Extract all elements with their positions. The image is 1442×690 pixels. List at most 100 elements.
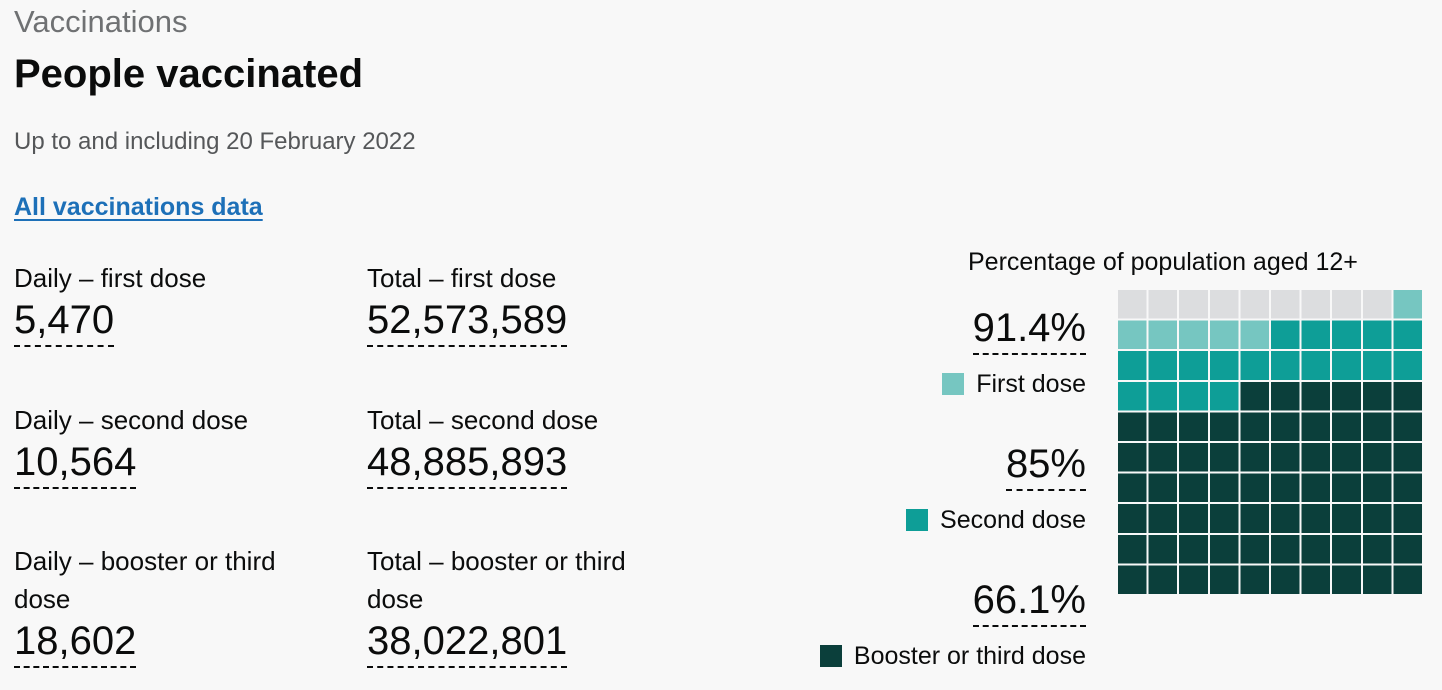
waffle-cell-booster (1360, 441, 1394, 474)
waffle-cell-second (1330, 349, 1363, 382)
waffle-cell-second (1299, 349, 1333, 382)
metric-label: Daily – first dose (14, 263, 207, 293)
waffle-cell-booster (1117, 502, 1149, 535)
waffle-cell-booster (1238, 471, 1272, 505)
waffle-cell-booster (1238, 379, 1272, 413)
waffle-cell-second (1238, 349, 1272, 382)
waffle-cell-booster (1146, 471, 1180, 505)
metric-total-booster-dose: Total – booster or third dose 38,022,801 (367, 542, 677, 668)
legend-first-dose: First dose (942, 369, 1086, 399)
waffle-cell-first (1146, 318, 1180, 352)
waffle-cell-booster (1207, 441, 1241, 474)
waffle-cell-booster (1177, 441, 1210, 474)
metric-daily-second-dose: Daily – second dose 10,564 (14, 401, 344, 489)
metric-value[interactable]: 10,564 (14, 439, 137, 489)
metric-value[interactable]: 52,573,589 (367, 297, 568, 347)
waffle-cell-booster (1117, 410, 1149, 444)
waffle-cell-booster (1391, 532, 1423, 566)
waffle-cell-second (1269, 318, 1302, 352)
waffle-cell-booster (1360, 471, 1394, 505)
metric-total-second-dose: Total – second dose 48,885,893 (367, 401, 697, 489)
date-subtitle: Up to and including 20 February 2022 (14, 128, 416, 155)
waffle-cell-second (1269, 349, 1302, 382)
waffle-cell-booster (1207, 471, 1241, 505)
waffle-cell-empty (1360, 289, 1394, 321)
legend-label: Booster or third dose (853, 642, 1086, 670)
waffle-cell-booster (1299, 532, 1333, 566)
waffle-cell-booster (1269, 379, 1302, 413)
waffle-cell-second (1146, 349, 1180, 382)
waffle-cell-empty (1117, 289, 1149, 321)
all-vaccinations-link[interactable]: All vaccinations data (14, 193, 263, 221)
waffle-cell-booster (1269, 471, 1302, 505)
waffle-cell-booster (1269, 563, 1302, 595)
waffle-cell-booster (1330, 563, 1363, 595)
waffle-cell-booster (1360, 532, 1394, 566)
waffle-cell-booster (1177, 502, 1210, 535)
metric-value[interactable]: 18,602 (14, 618, 137, 668)
waffle-cell-empty (1238, 289, 1272, 321)
legend-second-dose: Second dose (906, 505, 1086, 535)
metric-daily-booster-dose: Daily – booster or third dose 18,602 (14, 542, 324, 668)
second-dose-percentage[interactable]: 85% (1005, 441, 1086, 491)
waffle-cell-booster (1269, 502, 1302, 535)
metric-label: Total – first dose (367, 263, 557, 293)
metric-total-first-dose: Total – first dose 52,573,589 (367, 259, 697, 347)
waffle-cell-booster (1391, 563, 1423, 595)
waffle-cell-booster (1360, 410, 1394, 444)
waffle-cell-booster (1360, 563, 1394, 595)
waffle-cell-second (1207, 349, 1241, 382)
waffle-cell-booster (1146, 441, 1180, 474)
waffle-cell-booster (1299, 563, 1333, 595)
waffle-cell-empty (1269, 289, 1302, 321)
metric-value[interactable]: 38,022,801 (367, 618, 568, 668)
waffle-cell-first (1207, 318, 1241, 352)
waffle-cell-booster (1299, 441, 1333, 474)
waffle-cell-booster (1177, 563, 1210, 595)
waffle-cell-second (1391, 318, 1423, 352)
waffle-cell-booster (1330, 379, 1363, 413)
waffle-cell-booster (1117, 471, 1149, 505)
waffle-cell-booster (1146, 502, 1180, 535)
waffle-cell-booster (1177, 471, 1210, 505)
second-dose-swatch (906, 509, 929, 531)
waffle-cell-booster (1207, 563, 1241, 595)
waffle-cell-booster (1269, 410, 1302, 444)
waffle-cell-booster (1146, 532, 1180, 566)
waffle-cell-booster (1269, 532, 1302, 566)
waffle-cell-booster (1117, 563, 1149, 595)
booster-dose-swatch (819, 645, 842, 667)
waffle-cell-booster (1391, 441, 1423, 474)
waffle-cell-booster (1391, 502, 1423, 535)
waffle-cell-first (1177, 318, 1210, 352)
waffle-cell-booster (1330, 502, 1363, 535)
waffle-cell-booster (1207, 532, 1241, 566)
metric-value[interactable]: 5,470 (14, 297, 115, 347)
first-dose-percentage[interactable]: 91.4% (972, 305, 1086, 355)
waffle-cell-booster (1207, 502, 1241, 535)
waffle-cell-empty (1330, 289, 1363, 321)
waffle-cell-booster (1238, 441, 1272, 474)
metric-value[interactable]: 48,885,893 (367, 439, 568, 489)
waffle-cell-booster (1360, 379, 1394, 413)
waffle-cell-first (1117, 318, 1149, 352)
waffle-cell-booster (1117, 532, 1149, 566)
waffle-chart (1117, 289, 1423, 595)
chart-title: Percentage of population aged 12+ (968, 248, 1358, 276)
waffle-cell-booster (1360, 502, 1394, 535)
section-caption: Vaccinations (14, 4, 188, 39)
legend-booster-dose: Booster or third dose (819, 641, 1086, 671)
waffle-cell-second (1177, 379, 1210, 413)
waffle-cell-booster (1238, 502, 1272, 535)
metric-label: Total – second dose (367, 405, 599, 435)
waffle-cell-booster (1299, 502, 1333, 535)
waffle-cell-booster (1117, 441, 1149, 474)
waffle-cell-booster (1330, 471, 1363, 505)
waffle-cell-booster (1238, 532, 1272, 566)
waffle-cell-booster (1299, 410, 1333, 444)
waffle-cell-second (1391, 349, 1423, 382)
booster-dose-percentage[interactable]: 66.1% (972, 577, 1086, 627)
page-title: People vaccinated (14, 52, 364, 96)
waffle-cell-booster (1269, 441, 1302, 474)
waffle-cell-booster (1330, 410, 1363, 444)
